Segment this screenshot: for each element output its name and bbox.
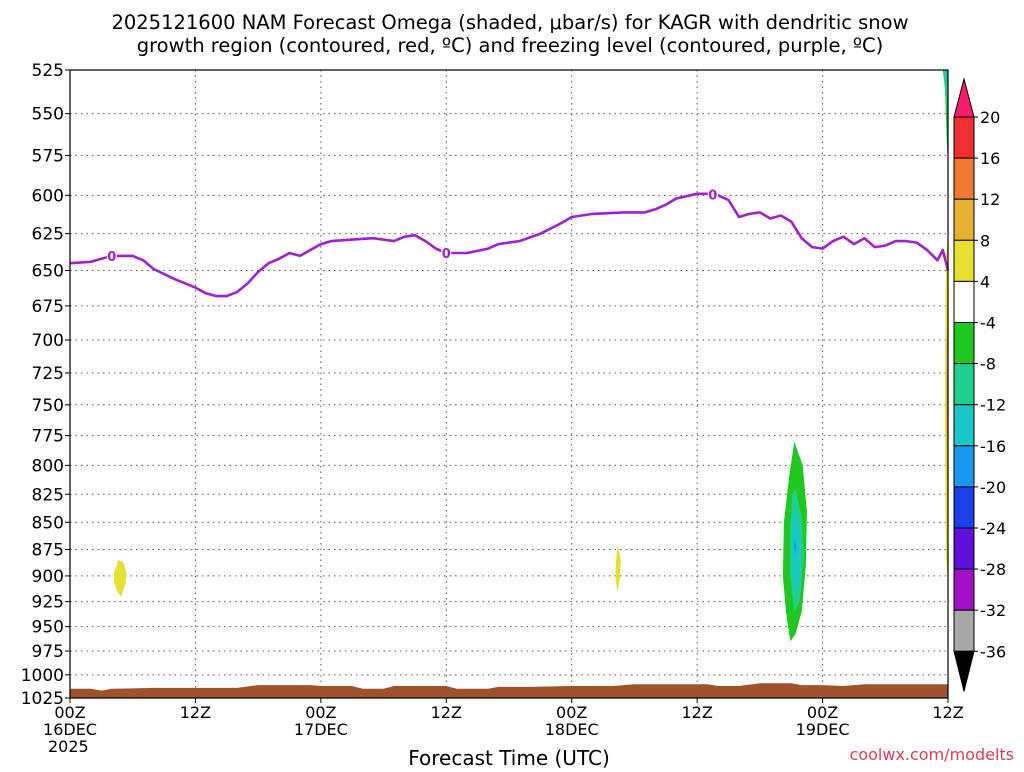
plot-frame	[69, 69, 949, 699]
colorbar-label: -16	[980, 437, 1006, 456]
x-tick-label: 00Z	[556, 703, 587, 722]
freezing-label-bg	[707, 187, 718, 202]
x-tick-date: 17DEC	[294, 720, 348, 739]
colorbar-swatch	[953, 486, 975, 529]
colorbar-label: -24	[980, 519, 1006, 538]
x-tick-date: 18DEC	[545, 720, 599, 739]
y-tick-label: 600	[32, 186, 64, 206]
colorbar-label: -32	[980, 601, 1006, 620]
omega-region	[113, 560, 127, 597]
y-tick-label: 900	[32, 567, 64, 587]
x-tick-label: 00Z	[807, 703, 838, 722]
omega-region	[944, 70, 948, 93]
colorbar-label: 20	[980, 108, 1000, 127]
colorbar-label: 8	[980, 231, 990, 250]
y-tick-label: 925	[32, 593, 64, 613]
colorbar-swatch	[953, 445, 975, 488]
colorbar: 20 16 12 8 4 -4 -8 -12 -16 -20 -24 -28 -32 -36	[953, 77, 1006, 692]
colorbar-label: -4	[980, 314, 996, 333]
colorbar-label: 12	[980, 190, 1000, 209]
y-axis-ticks: 525 550 575 600 625 650 675 700 725 750 775 800 825 8…	[21, 61, 70, 709]
freezing-level-contour: 0 0 0	[69, 187, 950, 298]
colorbar-swatch	[953, 609, 975, 652]
colorbar-label: -8	[980, 355, 996, 374]
colorbar-label: -12	[980, 396, 1006, 415]
freezing-label-bg	[106, 248, 117, 263]
terrain-fill	[70, 683, 948, 698]
y-tick-label: 750	[32, 396, 64, 416]
grid-lines	[69, 69, 949, 699]
x-tick-label: 12Z	[180, 703, 211, 722]
omega-region	[793, 538, 797, 555]
y-tick-label: 975	[32, 642, 64, 662]
y-tick-label: 675	[32, 297, 64, 317]
freezing-level-label: 0	[442, 247, 451, 262]
y-tick-label: 825	[32, 485, 64, 505]
x-tick-label: 12Z	[932, 703, 963, 722]
x-tick-label: 00Z	[305, 703, 336, 722]
omega-shading	[113, 70, 948, 642]
colorbar-top-arrow	[953, 77, 975, 118]
y-tick-label: 625	[32, 225, 64, 245]
colorbar-swatch	[953, 322, 975, 365]
y-tick-label: 950	[32, 618, 64, 638]
y-tick-label: 525	[32, 61, 64, 81]
x-tick-year: 2025	[48, 737, 89, 756]
y-tick-label: 1025	[21, 689, 64, 709]
colorbar-label: 4	[980, 272, 990, 291]
colorbar-swatch	[953, 280, 975, 323]
colorbar-swatch	[953, 116, 975, 159]
colorbar-label: 16	[980, 149, 1000, 168]
colorbar-swatch	[953, 363, 975, 406]
y-tick-label: 725	[32, 364, 64, 384]
y-tick-label: 800	[32, 456, 64, 476]
freezing-label-bg	[441, 245, 452, 260]
colorbar-swatch	[953, 198, 975, 241]
freezing-level-label: 0	[107, 250, 116, 265]
y-tick-label: 550	[32, 105, 64, 125]
colorbar-label: -36	[980, 642, 1006, 661]
omega-region	[615, 544, 621, 592]
colorbar-label: -28	[980, 560, 1006, 579]
x-tick-date: 16DEC	[43, 720, 97, 739]
colorbar-swatch	[953, 527, 975, 570]
colorbar-bottom-arrow	[953, 650, 975, 692]
x-tick-label: 12Z	[681, 703, 712, 722]
y-tick-label: 775	[32, 427, 64, 447]
y-tick-label: 850	[32, 513, 64, 533]
y-tick-label: 700	[32, 331, 64, 351]
watermark: coolwx.com/modelts	[850, 745, 1014, 764]
chart-title-line2: growth region (contoured, red, ºC) and f…	[137, 34, 884, 57]
x-tick-label: 12Z	[431, 703, 462, 722]
x-tick-date: 19DEC	[796, 720, 850, 739]
chart-title-line1: 2025121600 NAM Forecast Omega (shaded, μ…	[111, 11, 908, 34]
freezing-level-line	[69, 192, 950, 298]
y-tick-label: 575	[32, 146, 64, 166]
y-tick-label: 1000	[21, 666, 64, 686]
colorbar-swatch	[953, 568, 975, 611]
colorbar-swatch	[953, 239, 975, 282]
colorbar-swatch	[953, 157, 975, 200]
colorbar-label: -20	[980, 478, 1006, 497]
x-axis-label: Forecast Time (UTC)	[408, 746, 610, 768]
y-tick-label: 875	[32, 540, 64, 560]
y-tick-label: 650	[32, 261, 64, 281]
colorbar-swatch	[953, 404, 975, 447]
terrain-polygon	[70, 683, 948, 698]
freezing-level-label: 0	[708, 189, 717, 204]
x-tick-label: 00Z	[54, 703, 85, 722]
